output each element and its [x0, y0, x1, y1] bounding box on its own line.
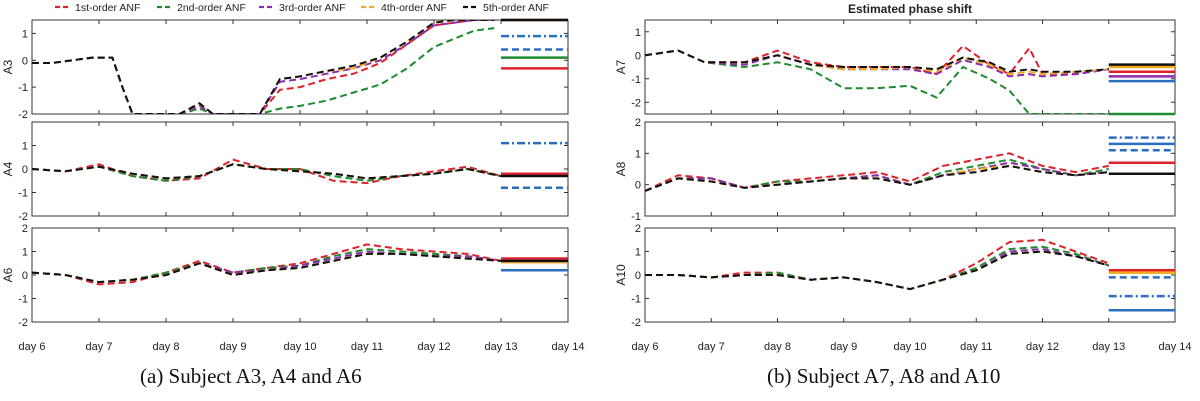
y-tick-label: -2: [18, 109, 28, 121]
x-tick-label: day 8: [764, 341, 791, 353]
y-tick-label: -2: [631, 97, 641, 109]
series-line-5th: [32, 252, 502, 284]
legend-entry: 3rd-order ANF: [279, 2, 346, 14]
x-tick-label: day 10: [283, 341, 316, 353]
y-axis-label: A10: [614, 264, 628, 286]
x-tick-label: day 13: [1092, 341, 1125, 353]
x-tick-label: day 11: [960, 341, 992, 353]
x-tick-label: day 12: [417, 341, 450, 353]
y-axis-label: A8: [614, 161, 628, 176]
series-line-2nd: [32, 27, 495, 114]
x-tick-label: day 6: [19, 341, 46, 353]
y-tick-label: -2: [631, 317, 641, 329]
y-tick-label: 0: [22, 164, 28, 176]
x-tick-label: day 8: [153, 341, 180, 353]
x-tick-label: day 10: [893, 341, 926, 353]
series-line-5th: [645, 250, 1110, 291]
y-tick-label: 1: [22, 247, 28, 259]
y-tick-label: 0: [22, 270, 28, 282]
y-tick-label: 1: [22, 141, 28, 153]
subplot-frame: [31, 19, 569, 115]
chart-title: Estimated phase shift: [848, 2, 972, 16]
subplot-frame: [31, 227, 569, 323]
y-tick-label: 2: [22, 223, 28, 235]
x-tick-label: day 9: [220, 341, 247, 353]
y-axis-label: A7: [614, 59, 628, 74]
legend-entry: 4th-order ANF: [381, 2, 447, 14]
caption-subject-a7-a8-a10: (b) Subject A7, A8 and A10: [767, 364, 1001, 388]
y-tick-label: 0: [635, 180, 641, 192]
series-line-3rd: [645, 49, 1109, 78]
y-tick-label: -1: [631, 294, 641, 306]
subplot-a6: -2 -1 0 1 2 A6: [1, 223, 569, 329]
x-tick-label: day 12: [1026, 341, 1059, 353]
legend-entry: 2nd-order ANF: [177, 2, 246, 14]
y-tick-label: 0: [635, 50, 641, 62]
y-tick-label: 1: [22, 28, 28, 40]
y-tick-label: -1: [18, 82, 28, 94]
y-tick-label: -2: [18, 317, 28, 329]
series-line-2nd: [645, 49, 1109, 114]
x-tick-label: day 6: [632, 341, 659, 353]
legend-entry: 1st-order ANF: [75, 2, 140, 14]
y-tick-label: -1: [18, 188, 28, 200]
y-tick-label: 0: [22, 55, 28, 67]
x-tick-label: day 14: [1158, 341, 1191, 353]
series-line-3rd: [645, 161, 1109, 192]
subplot-a8: -1 0 1 2 A8: [614, 117, 1176, 223]
y-tick-label: -1: [18, 294, 28, 306]
subplot-a4: -2 -1 0 1 A4: [1, 121, 569, 223]
series-line-5th: [645, 164, 1109, 192]
caption-subject-a3-a4-a6: (a) Subject A3, A4 and A6: [140, 364, 362, 388]
x-tick-label: day 7: [698, 341, 725, 353]
series-line-1st: [32, 243, 502, 286]
subplot-a3: -2 -1 0 1 A3: [1, 18, 569, 121]
y-axis-label: A6: [1, 267, 15, 282]
series-line-4th: [32, 252, 502, 284]
legend: 1st-order ANF 2nd-order ANF 3rd-order ANF 4…: [55, 2, 549, 14]
x-tick-label: day 14: [551, 341, 584, 353]
legend-entry: 5th-order ANF: [483, 2, 549, 14]
x-tick-label: day 13: [484, 341, 517, 353]
series-line-2nd: [32, 248, 502, 284]
figure-canvas: -2 -1 0 1 A3 -2 -1 0 1 A4 -2 -1 0 1 2 A6 day 6 day 7 day 8…: [1, 2, 1192, 353]
y-axis-label: A3: [1, 59, 15, 74]
y-tick-label: -1: [631, 74, 641, 86]
y-tick-label: 2: [635, 117, 641, 129]
subplot-a10: -2 -1 0 1 2 A10: [614, 223, 1176, 329]
series-line-5th: [645, 49, 1109, 73]
y-tick-label: 1: [635, 148, 641, 160]
series-line-5th: [32, 163, 502, 180]
x-tick-label: day 9: [830, 341, 857, 353]
x-tick-label: day 7: [86, 341, 113, 353]
series-line-1st: [32, 20, 495, 114]
y-tick-label: 1: [635, 247, 641, 259]
series-line-4th: [32, 20, 495, 114]
series-line-3rd: [32, 20, 495, 114]
y-tick-label: -1: [631, 211, 641, 223]
series-line-5th: [32, 20, 495, 114]
series-line-4th: [645, 250, 1110, 291]
y-axis-label: A4: [1, 161, 15, 176]
y-tick-label: 1: [635, 27, 641, 39]
y-tick-label: -2: [18, 211, 28, 223]
subplot-a7: -2 -1 0 1 A7: [614, 19, 1176, 116]
series-line-3rd: [32, 250, 502, 284]
x-tick-label: day 11: [351, 341, 383, 353]
y-tick-label: 2: [635, 223, 641, 235]
series-line-1st: [32, 158, 502, 185]
y-tick-label: 0: [635, 270, 641, 282]
